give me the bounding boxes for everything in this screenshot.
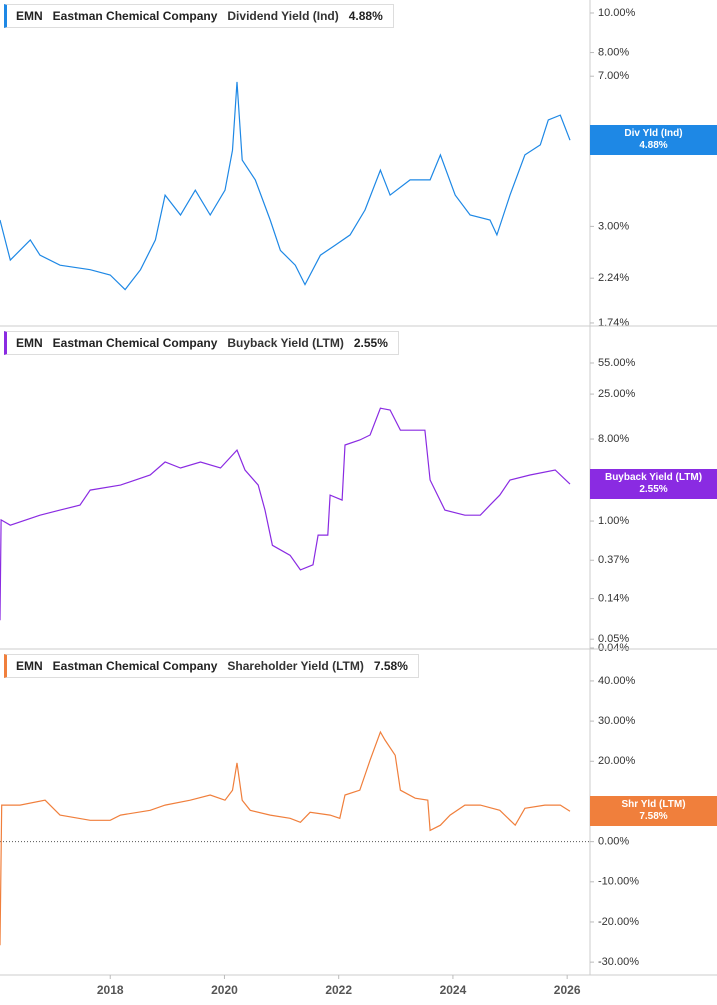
y-tick-label: 1.00% — [598, 515, 629, 527]
badge-label: Shr Yld (LTM) — [621, 799, 686, 811]
y-tick-label: 0.14% — [598, 592, 629, 604]
legend: EMN Eastman Chemical Company Buyback Yield… — [4, 331, 399, 355]
series-name: Shareholder Yield (LTM) — [227, 659, 364, 673]
ticker: EMN — [16, 9, 43, 23]
company-name: Eastman Chemical Company — [52, 659, 218, 673]
x-tick-label: 2022 — [325, 983, 352, 997]
y-tick-label: 10.00% — [598, 7, 636, 19]
company-name: Eastman Chemical Company — [52, 9, 218, 23]
y-tick-label: 8.00% — [598, 433, 629, 445]
last-value: 7.58% — [373, 659, 408, 673]
y-tick-label: -10.00% — [598, 876, 639, 888]
x-tick-label: 2026 — [554, 983, 581, 997]
data-line — [0, 407, 571, 621]
y-tick-label: 0.04% — [598, 642, 629, 654]
ticker: EMN — [16, 659, 43, 673]
company-name: Eastman Chemical Company — [52, 336, 218, 350]
badge-label: Buyback Yield (LTM) — [604, 472, 703, 484]
series-name: Buyback Yield (LTM) — [227, 336, 344, 350]
ticker: EMN — [16, 336, 43, 350]
data-line — [0, 730, 571, 946]
value-badge: Shr Yld (LTM) 7.58% — [590, 796, 717, 827]
y-tick-label: -20.00% — [598, 916, 639, 928]
series-name: Dividend Yield (Ind) — [227, 9, 339, 23]
x-tick-label: 2020 — [211, 983, 238, 997]
y-tick-label: 20.00% — [598, 755, 636, 767]
y-tick-label: 55.00% — [598, 357, 636, 369]
data-line — [0, 81, 571, 291]
y-tick-label: 0.37% — [598, 554, 629, 566]
y-tick-label: 3.00% — [598, 220, 629, 232]
y-tick-label: 30.00% — [598, 715, 636, 727]
y-tick-label: -30.00% — [598, 956, 639, 968]
y-tick-label: 1.74% — [598, 317, 629, 329]
legend: EMN Eastman Chemical Company Shareholder Y… — [4, 654, 419, 678]
y-tick-label: 7.00% — [598, 70, 629, 82]
badge-value: 7.58% — [639, 811, 668, 823]
y-tick-label: 40.00% — [598, 675, 636, 687]
badge-label: Div Yld (Ind) — [624, 128, 683, 140]
y-tick-label: 25.00% — [598, 388, 636, 400]
badge-value: 4.88% — [639, 140, 668, 152]
value-badge: Buyback Yield (LTM) 2.55% — [590, 469, 717, 500]
y-tick-label: 0.05% — [598, 633, 629, 645]
value-badge: Div Yld (Ind) 4.88% — [590, 125, 717, 156]
legend: EMN Eastman Chemical Company Dividend Yiel… — [4, 4, 394, 28]
last-value: 4.88% — [348, 9, 383, 23]
y-tick-label: 8.00% — [598, 46, 629, 58]
last-value: 2.55% — [353, 336, 388, 350]
x-tick-label: 2024 — [440, 983, 467, 997]
x-tick-label: 2018 — [97, 983, 124, 997]
y-tick-label: 0.00% — [598, 836, 629, 848]
badge-value: 2.55% — [639, 484, 668, 496]
y-tick-label: 2.24% — [598, 272, 629, 284]
